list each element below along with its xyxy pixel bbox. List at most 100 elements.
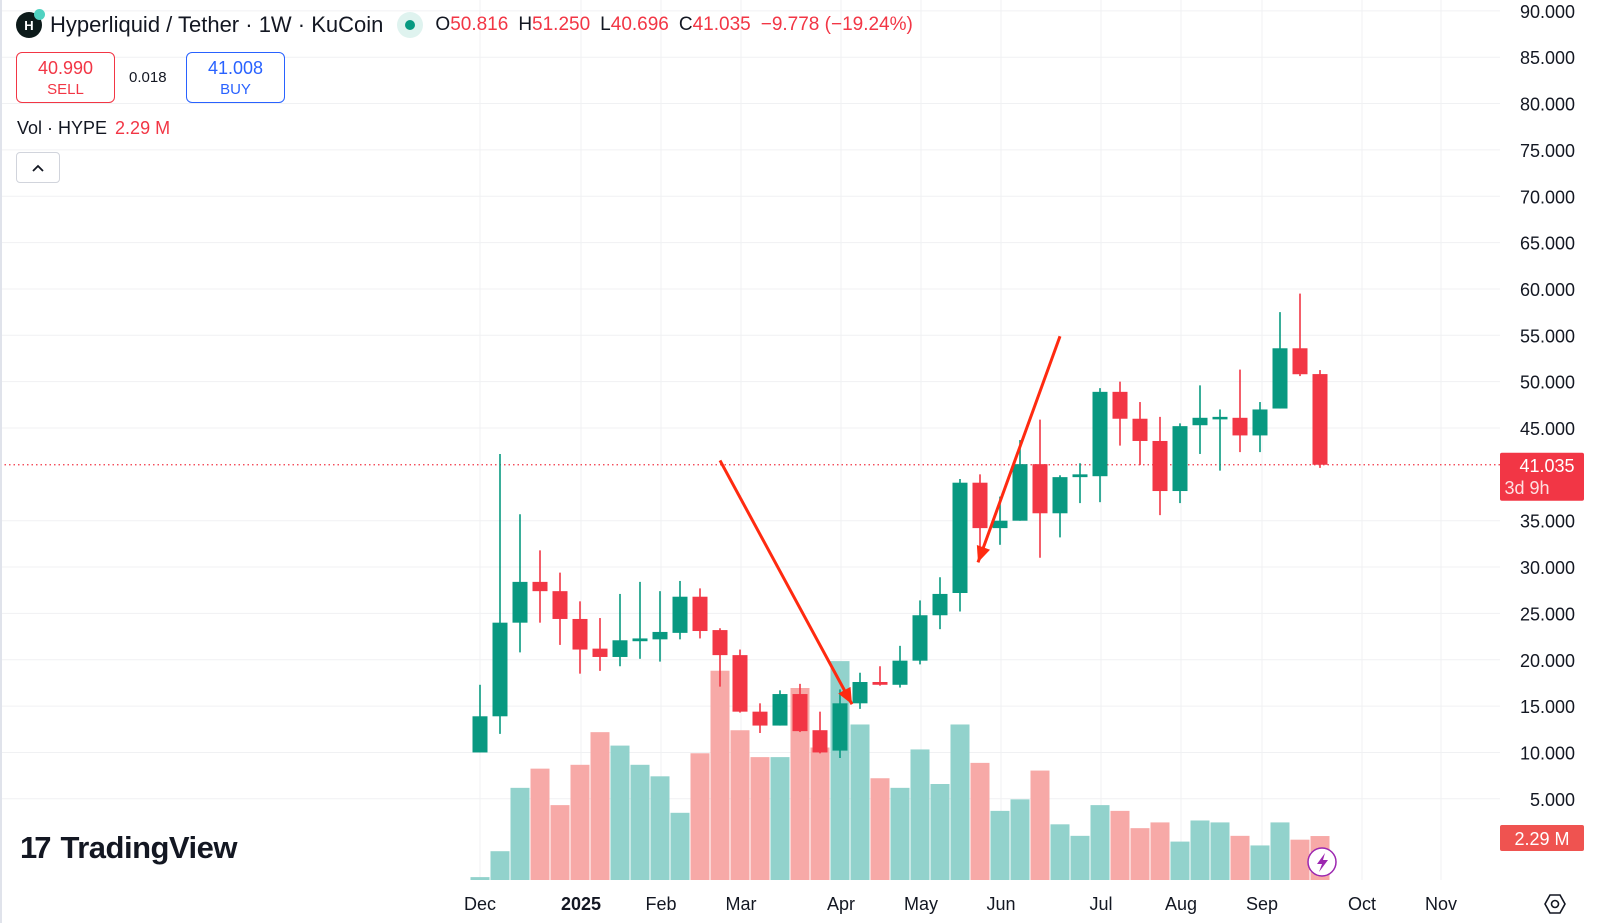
volume-bar xyxy=(670,812,690,880)
change-value: −9.778 (−19.24%) xyxy=(760,14,913,35)
volume-bar xyxy=(970,762,990,880)
settings-icon-center xyxy=(1550,899,1560,909)
collapse-legend-button[interactable] xyxy=(16,152,60,183)
candle-body xyxy=(1012,464,1028,521)
price-tick-label: 25.000 xyxy=(1520,604,1575,624)
candle-body xyxy=(712,630,728,656)
candle-body xyxy=(1032,464,1048,514)
time-tick-label: Oct xyxy=(1348,894,1376,914)
volume-bar xyxy=(890,787,910,880)
volume-label: Vol · HYPE xyxy=(17,118,108,138)
volume-bar xyxy=(1230,835,1250,880)
low-value: 40.696 xyxy=(610,14,669,35)
price-tick-label: 15.000 xyxy=(1520,697,1575,717)
candle-body xyxy=(992,520,1008,529)
volume-bar xyxy=(1290,839,1310,880)
volume-bar xyxy=(1070,835,1090,880)
volume-bar xyxy=(690,753,710,880)
volume-bar xyxy=(710,670,730,880)
volume-bar xyxy=(1030,770,1050,880)
buy-price: 41.008 xyxy=(207,58,264,78)
spread-value: 0.018 xyxy=(129,69,167,86)
volume-tag xyxy=(1500,825,1584,851)
symbol-title[interactable]: Hyperliquid / Tether · 1W · KuCoin xyxy=(50,12,384,37)
annotation-arrow-line xyxy=(718,459,854,705)
candle-body xyxy=(632,638,648,642)
candle-body xyxy=(852,681,868,704)
price-tick-label: 10.000 xyxy=(1520,743,1575,763)
price-tick-label: 90.000 xyxy=(1520,2,1575,22)
candle-body xyxy=(872,681,888,685)
candle-body xyxy=(1192,417,1208,426)
candle-body xyxy=(1092,391,1108,477)
price-tick-label: 45.000 xyxy=(1520,419,1575,439)
sell-button[interactable]: 40.990 SELL xyxy=(16,52,115,103)
candle-body xyxy=(752,711,768,726)
volume-bar xyxy=(1150,822,1170,880)
volume-bar xyxy=(730,730,750,880)
price-tick-label: 5.000 xyxy=(1530,790,1575,810)
volume-bar xyxy=(1110,810,1130,880)
volume-bar xyxy=(950,724,970,880)
candle-body xyxy=(772,694,788,726)
volume-bar xyxy=(1250,845,1270,880)
candle-body xyxy=(1232,417,1248,436)
time-tick-label: Jul xyxy=(1089,894,1112,914)
volume-bar xyxy=(490,851,510,880)
volume-bar xyxy=(1270,822,1290,880)
volume-bar xyxy=(810,747,830,880)
candle-body xyxy=(652,631,668,640)
volume-bar xyxy=(510,787,530,880)
hyperliquid-logo-icon: H xyxy=(16,9,45,38)
price-tick-label: 85.000 xyxy=(1520,48,1575,68)
candle-body xyxy=(672,596,688,633)
volume-bar xyxy=(570,764,590,880)
tradingview-logo[interactable]: 17 TradingView xyxy=(20,830,238,866)
time-tick-label: Mar xyxy=(726,894,757,914)
volume-bar xyxy=(770,757,790,880)
volume-legend[interactable]: Vol · HYPE 2.29 M xyxy=(17,118,170,139)
candle-body xyxy=(1312,374,1328,465)
high-value: 51.250 xyxy=(532,14,591,35)
candle-body xyxy=(1052,477,1068,514)
candle-body xyxy=(692,596,708,632)
last-price-tag xyxy=(1500,452,1584,501)
time-tick-label: Sep xyxy=(1246,894,1278,914)
close-value: 41.035 xyxy=(692,14,751,35)
volume-bar xyxy=(1170,841,1190,880)
price-tick-label: 65.000 xyxy=(1520,234,1575,254)
volume-bar xyxy=(850,724,870,880)
settings-icon[interactable] xyxy=(1544,894,1566,914)
volume-bar xyxy=(1210,822,1230,880)
candle-body xyxy=(1212,416,1228,420)
candle-body xyxy=(1292,348,1308,375)
candle-body xyxy=(1252,409,1268,436)
price-tick-label: 30.000 xyxy=(1520,558,1575,578)
volume-bar xyxy=(590,732,610,880)
time-tick-label: Aug xyxy=(1165,894,1197,914)
candle-body xyxy=(492,622,508,717)
bar-countdown-label: 3d 9h xyxy=(1504,478,1549,498)
candle-body xyxy=(1132,418,1148,441)
candle-body xyxy=(892,660,908,685)
market-status-icon[interactable] xyxy=(397,12,424,38)
candle-body xyxy=(1272,348,1288,409)
candle-body xyxy=(952,482,968,594)
price-tick-label: 55.000 xyxy=(1520,326,1575,346)
time-tick-label: 2025 xyxy=(561,894,601,914)
sell-label: SELL xyxy=(47,81,84,98)
price-tick-label: 35.000 xyxy=(1520,512,1575,532)
last-price-label: 41.035 xyxy=(1519,456,1574,476)
chevron-up-icon xyxy=(32,164,44,172)
volume-bar xyxy=(550,805,570,880)
volume-bar xyxy=(1010,799,1030,880)
candle-body xyxy=(832,703,848,751)
sell-price: 40.990 xyxy=(37,58,94,78)
candle-body xyxy=(512,581,528,623)
tradingview-mark-icon: 17 xyxy=(20,830,52,865)
buy-button[interactable]: 41.008 BUY xyxy=(186,52,285,103)
time-tick-label: Dec xyxy=(464,894,496,914)
candle-body xyxy=(1112,391,1128,419)
candle-body xyxy=(792,694,808,732)
